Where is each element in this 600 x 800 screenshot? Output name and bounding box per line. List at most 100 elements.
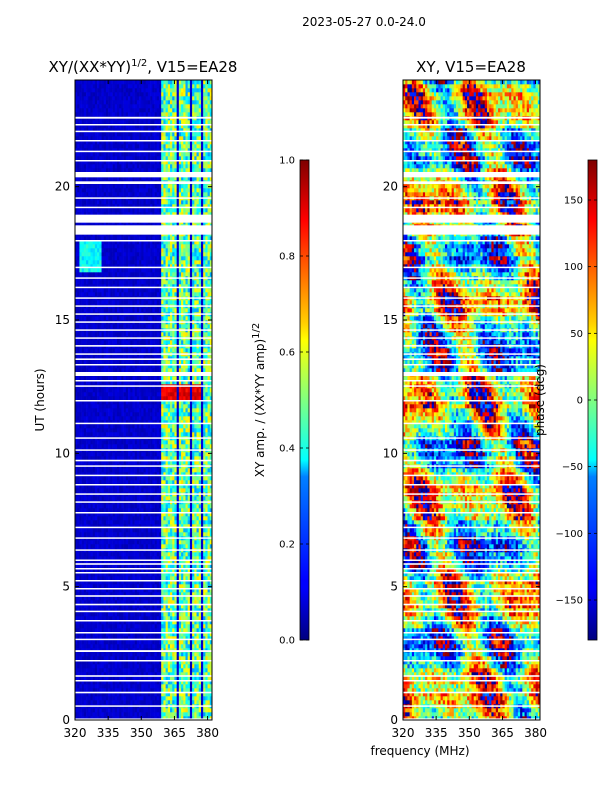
- heatmap-cell: [119, 520, 122, 525]
- heatmap-cell: [192, 516, 195, 521]
- heatmap-cell: [105, 528, 109, 533]
- heatmap-cell: [209, 432, 212, 437]
- heatmap-cell: [86, 400, 89, 405]
- heatmap-cell: [99, 668, 102, 673]
- heatmap-cell: [77, 576, 80, 581]
- heatmap-cell: [198, 560, 202, 565]
- heatmap-cell: [105, 700, 109, 705]
- heatmap-cell: [108, 484, 111, 489]
- heatmap-cell: [123, 660, 127, 665]
- heatmap-cell: [97, 552, 100, 557]
- heatmap-cell: [75, 664, 78, 669]
- heatmap-cell: [178, 560, 182, 565]
- heatmap-cell: [185, 676, 188, 681]
- heatmap-cell: [174, 712, 177, 717]
- heatmap-cell: [185, 620, 188, 625]
- heatmap-cell: [200, 656, 204, 661]
- heatmap-cell: [203, 716, 206, 720]
- heatmap-cell: [152, 484, 155, 489]
- heatmap-cell: [181, 640, 184, 645]
- heatmap-cell: [165, 700, 169, 705]
- heatmap-cell: [110, 572, 113, 577]
- heatmap-cell: [121, 432, 124, 437]
- heatmap-cell: [103, 696, 107, 701]
- heatmap-cell: [154, 540, 158, 545]
- heatmap-cell: [81, 676, 85, 681]
- heatmap-cell: [108, 528, 111, 533]
- heatmap-cell: [112, 664, 116, 669]
- heatmap-cell: [152, 540, 155, 545]
- heatmap-cell: [152, 712, 155, 717]
- heatmap-cell: [81, 708, 85, 713]
- heatmap-cell: [123, 504, 127, 509]
- heatmap-cell: [141, 496, 144, 501]
- heatmap-cell: [209, 668, 212, 673]
- heatmap-cell: [143, 568, 147, 573]
- heatmap-cell: [161, 508, 164, 513]
- heatmap-cell: [194, 604, 197, 609]
- heatmap-cell: [194, 668, 197, 673]
- heatmap-cell: [92, 564, 96, 569]
- heatmap-cell: [163, 644, 166, 649]
- heatmap-cell: [94, 396, 98, 401]
- heatmap-cell: [154, 440, 158, 445]
- heatmap-cell: [110, 512, 113, 517]
- heatmap-cell: [103, 656, 107, 661]
- heatmap-cell: [183, 600, 186, 605]
- heatmap-cell: [134, 520, 138, 525]
- heatmap-cell: [114, 476, 118, 481]
- heatmap-cell: [154, 652, 158, 657]
- heatmap-cell: [136, 608, 140, 613]
- heatmap-cell: [88, 692, 91, 697]
- heatmap-cell: [192, 636, 195, 641]
- heatmap-cell: [121, 412, 124, 417]
- heatmap-cell: [101, 472, 105, 477]
- heatmap-cell: [86, 700, 89, 705]
- heatmap-cell: [97, 564, 100, 569]
- heatmap-cell: [79, 568, 82, 573]
- heatmap-cell: [103, 640, 107, 645]
- heatmap-cell: [79, 516, 82, 521]
- heatmap-cell: [139, 620, 142, 625]
- heatmap-cell: [105, 560, 109, 565]
- heatmap-cell: [86, 528, 89, 533]
- heatmap-cell: [156, 408, 160, 413]
- heatmap-cell: [156, 460, 160, 465]
- heatmap-cell: [207, 520, 211, 525]
- heatmap-cell: [161, 712, 164, 717]
- heatmap-cell: [92, 524, 96, 529]
- heatmap-cell: [176, 456, 180, 461]
- heatmap-cell: [132, 672, 135, 677]
- heatmap-cell: [189, 692, 193, 697]
- heatmap-cell: [123, 496, 127, 501]
- heatmap-cell: [163, 600, 166, 605]
- heatmap-cell: [125, 676, 129, 681]
- heatmap-cell: [172, 664, 175, 669]
- heatmap-cell: [161, 412, 164, 417]
- heatmap-cell: [187, 444, 191, 449]
- heatmap-cell: [198, 408, 202, 413]
- heatmap-cell: [170, 452, 173, 457]
- heatmap-cell: [134, 608, 138, 613]
- heatmap-cell: [152, 588, 155, 593]
- heatmap-cell: [94, 560, 98, 565]
- heatmap-cell: [165, 636, 169, 641]
- heatmap-cell: [203, 636, 206, 641]
- heatmap-cell: [139, 676, 142, 681]
- heatmap-cell: [116, 716, 120, 720]
- heatmap-cell: [185, 508, 188, 513]
- heatmap-cell: [125, 652, 129, 657]
- heatmap-cell: [176, 476, 180, 481]
- heatmap-cell: [178, 540, 182, 545]
- heatmap-cell: [139, 652, 142, 657]
- heatmap-cell: [183, 668, 186, 673]
- heatmap-cell: [189, 592, 193, 597]
- heatmap-cell: [121, 528, 124, 533]
- heatmap-cell: [110, 556, 113, 561]
- heatmap-cell: [125, 580, 129, 585]
- heatmap-cell: [167, 480, 171, 485]
- heatmap-cell: [209, 620, 212, 625]
- heatmap-cell: [200, 480, 204, 485]
- heatmap-cell: [192, 428, 195, 433]
- heatmap-cell: [114, 640, 118, 645]
